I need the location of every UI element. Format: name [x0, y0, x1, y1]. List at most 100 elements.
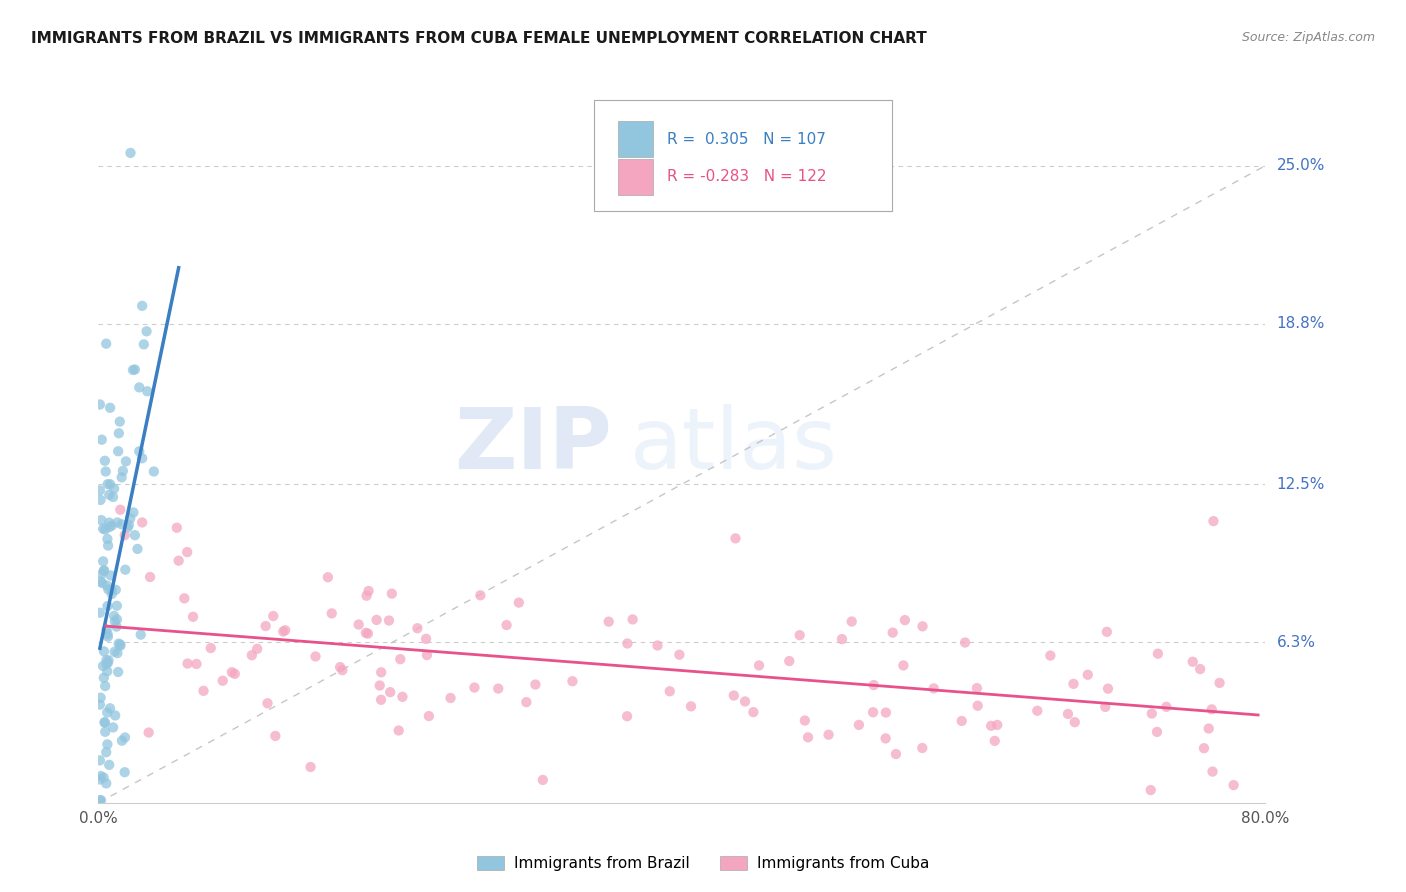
Point [211, 673, 233, 688]
Point [96, 623, 118, 637]
Point [894, 613, 917, 627]
Point [1095, 624, 1118, 639]
Point [1146, 725, 1168, 739]
Point [848, 718, 870, 732]
Point [1208, 676, 1230, 690]
Point [406, 621, 429, 635]
Point [110, 502, 132, 516]
Text: Source: ZipAtlas.com: Source: ZipAtlas.com [1241, 31, 1375, 45]
Point [1063, 715, 1085, 730]
Point [118, 517, 141, 532]
Text: 12.5%: 12.5% [1277, 476, 1324, 491]
Point [166, 521, 188, 535]
Point [96, 532, 118, 546]
Point [114, 528, 136, 542]
Point [122, 505, 145, 519]
Point [124, 362, 146, 376]
Point [950, 714, 973, 728]
Point [107, 637, 129, 651]
Point [97, 653, 120, 667]
Point [138, 725, 160, 739]
Point [120, 511, 142, 525]
Point [911, 741, 934, 756]
Point [200, 641, 222, 656]
Point [89, 753, 111, 767]
Point [115, 454, 138, 468]
Point [94, 523, 117, 537]
Point [1140, 706, 1163, 721]
Point [131, 299, 153, 313]
Point [911, 619, 934, 633]
Point [316, 570, 339, 584]
Point [98, 757, 121, 772]
Point [96, 776, 118, 790]
Point [299, 760, 322, 774]
Point [347, 617, 370, 632]
Point [262, 609, 284, 624]
Point [817, 728, 839, 742]
Point [679, 699, 702, 714]
Point [388, 723, 411, 738]
Point [114, 765, 136, 780]
Point [1063, 677, 1085, 691]
Point [173, 591, 195, 606]
Point [1147, 647, 1170, 661]
Point [357, 626, 380, 640]
Point [330, 663, 353, 677]
Point [224, 666, 246, 681]
Point [103, 645, 125, 659]
Point [93, 715, 115, 730]
Point [1201, 764, 1223, 779]
Point [748, 658, 770, 673]
Point [90, 690, 112, 705]
Point [128, 444, 150, 458]
Point [94, 679, 117, 693]
Point [142, 465, 165, 479]
Point [128, 380, 150, 394]
Point [101, 720, 124, 734]
Point [356, 589, 378, 603]
Point [966, 681, 988, 695]
Point [96, 599, 118, 614]
Point [103, 482, 125, 496]
Point [561, 674, 583, 689]
Point [658, 684, 681, 698]
Point [616, 709, 638, 723]
Point [724, 532, 747, 546]
Point [105, 516, 128, 530]
Point [107, 444, 129, 458]
Point [329, 660, 352, 674]
Point [100, 568, 122, 582]
Text: IMMIGRANTS FROM BRAZIL VS IMMIGRANTS FROM CUBA FEMALE UNEMPLOYMENT CORRELATION C: IMMIGRANTS FROM BRAZIL VS IMMIGRANTS FRO… [31, 31, 927, 46]
Point [862, 705, 884, 719]
Point [89, 698, 111, 712]
Point [1181, 655, 1204, 669]
Point [389, 652, 412, 666]
Point [524, 677, 547, 691]
Point [98, 477, 121, 491]
Point [108, 415, 131, 429]
Point [1094, 700, 1116, 714]
Point [97, 656, 120, 670]
Point [1201, 702, 1223, 716]
Point [110, 639, 132, 653]
Point [96, 737, 118, 751]
Point [136, 384, 159, 399]
Point [89, 574, 111, 589]
Point [176, 657, 198, 671]
Point [97, 627, 120, 641]
Point [1097, 681, 1119, 696]
Point [117, 520, 139, 534]
Point [893, 658, 915, 673]
Point [186, 657, 208, 671]
Point [378, 614, 401, 628]
Point [221, 665, 243, 680]
Point [98, 401, 121, 415]
Point [1198, 722, 1220, 736]
Point [122, 363, 145, 377]
Point [470, 588, 492, 602]
Point [1139, 783, 1161, 797]
Text: atlas: atlas [630, 404, 838, 488]
Point [882, 625, 904, 640]
Point [264, 729, 287, 743]
